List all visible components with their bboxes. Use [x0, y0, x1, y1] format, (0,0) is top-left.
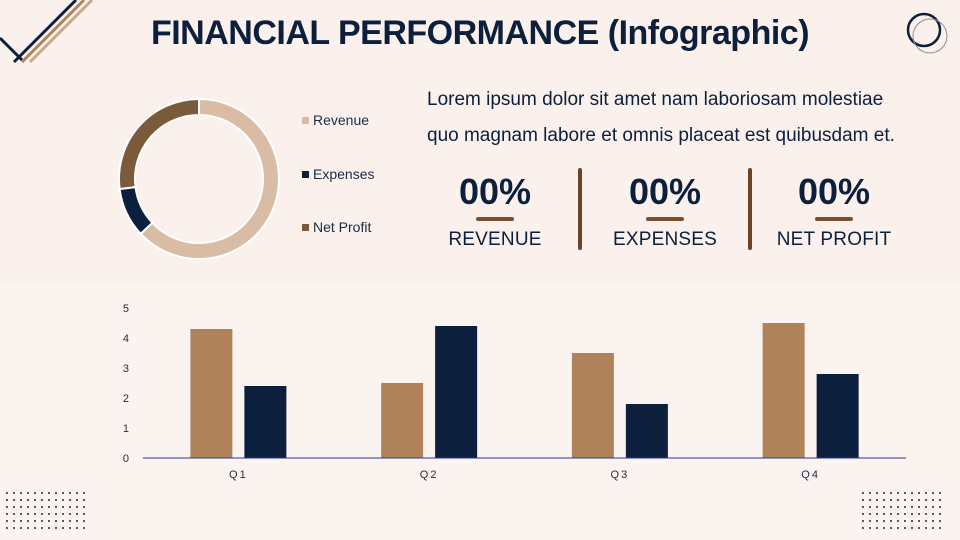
- kpi-label: EXPENSES: [612, 229, 718, 250]
- legend-swatch: [302, 170, 309, 178]
- bar-q1-series-2: [244, 386, 287, 458]
- legend-item-expenses: Expenses: [302, 166, 374, 182]
- y-tick-label: 0: [123, 453, 129, 465]
- legend-swatch: [302, 116, 309, 124]
- kpi-net-profit: 00% NET PROFIT: [749, 170, 919, 251]
- y-tick-label: 3: [123, 363, 129, 375]
- kpi-underline: [815, 217, 853, 221]
- y-tick-label: 4: [123, 333, 129, 345]
- bar-q3-series-1: [571, 353, 614, 458]
- x-tick-label: Q2: [420, 469, 439, 481]
- decorative-circles: [906, 12, 948, 54]
- page-title: FINANCIAL PERFORMANCE (Infographic): [150, 14, 810, 52]
- bar-q2-series-1: [381, 383, 424, 458]
- kpi-value: 00%: [797, 171, 871, 212]
- legend-item-revenue: Revenue: [302, 112, 369, 128]
- x-tick-label: Q4: [801, 469, 820, 481]
- description: Lorem ipsum dolor sit amet nam laboriosa…: [427, 82, 927, 154]
- bar-chart: 0 1 2 3 4 5 Q1 Q2 Q3 Q4: [123, 303, 906, 481]
- donut-slice-net-profit: [118, 97, 200, 191]
- bar-q2-series-2: [435, 326, 478, 458]
- legend-item-net-profit: Net Profit: [302, 219, 371, 235]
- bar-q1-series-1: [190, 329, 233, 458]
- bar-q4-series-2: [816, 374, 859, 458]
- kpi-underline: [476, 217, 514, 221]
- description-line-1: Lorem ipsum dolor sit amet nam laboriosa…: [427, 89, 884, 110]
- kpi-value: 00%: [628, 171, 702, 212]
- kpi-expenses: 00% EXPENSES: [580, 170, 750, 251]
- bar-q3-series-2: [625, 404, 668, 458]
- kpi-divider: [748, 168, 752, 250]
- x-tick-label: Q3: [611, 469, 630, 481]
- kpi-revenue: 00% REVENUE: [410, 170, 580, 251]
- kpi-label: NET PROFIT: [776, 229, 892, 250]
- kpi-divider: [578, 168, 582, 250]
- kpi-label: REVENUE: [448, 229, 542, 250]
- x-tick-label: Q1: [229, 469, 248, 481]
- decorative-lines: [0, 0, 94, 64]
- kpi-value: 00%: [458, 171, 532, 212]
- y-tick-label: 2: [123, 393, 129, 405]
- legend-label: Expenses: [313, 166, 375, 182]
- donut-chart: [118, 97, 280, 260]
- kpi-underline: [646, 217, 684, 221]
- y-tick-label: 1: [123, 423, 129, 435]
- legend-swatch: [302, 223, 309, 231]
- y-tick-label: 5: [123, 303, 129, 315]
- legend-label: Net Profit: [313, 219, 372, 235]
- donut-slice-expenses: [118, 185, 154, 236]
- decorative-dots: [6, 492, 85, 529]
- description-line-2: quo magnam labore et omnis placeat est q…: [427, 125, 895, 146]
- legend-label: Revenue: [313, 112, 370, 128]
- bar-q4-series-1: [762, 323, 805, 458]
- decorative-dots: [862, 492, 941, 529]
